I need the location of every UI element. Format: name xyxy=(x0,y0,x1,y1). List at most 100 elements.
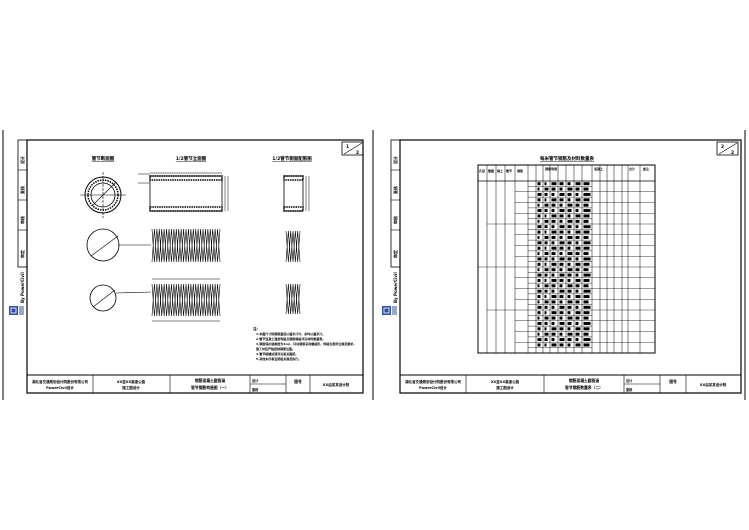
table-cell-value xyxy=(544,198,547,202)
table-cell-value xyxy=(559,316,563,320)
note-line: 4.管节接缝处理详见相关图纸。 xyxy=(256,351,298,356)
table-cell-value xyxy=(551,219,556,223)
table-cell-value xyxy=(583,268,589,272)
table-cell-value xyxy=(551,246,557,250)
sidebar-label: 审定 xyxy=(392,250,398,258)
company-sub: PowerCivil设计 xyxy=(419,385,447,390)
table-cell-value xyxy=(537,225,542,229)
table-cell-value xyxy=(551,311,557,315)
table-cell-value xyxy=(537,268,540,272)
figure-no: XX由某某设计院 xyxy=(323,382,350,387)
table-cell-value xyxy=(583,187,589,191)
table-cell-value xyxy=(537,182,541,186)
table-cell-value xyxy=(575,241,579,245)
table-cell-value xyxy=(559,273,565,277)
sidebar-label: 审核 xyxy=(19,216,25,224)
table-cell-value xyxy=(567,268,573,272)
table-cell-value xyxy=(559,305,565,309)
table-cell-value xyxy=(567,284,573,288)
spiral-path xyxy=(285,230,301,263)
table-cell-value xyxy=(544,209,548,213)
table-cell-value xyxy=(583,209,591,213)
table-title: 每米管节钢筋及材料数量表 xyxy=(540,155,594,162)
table-header: 混凝土 xyxy=(594,166,603,171)
table-cell-value xyxy=(575,198,581,202)
table-cell-value xyxy=(544,300,549,304)
project-name: XX至XX高速公路 xyxy=(491,379,520,384)
table-cell-value xyxy=(551,268,556,272)
figure-no: XX由某某设计院 xyxy=(700,382,727,387)
table-cell-value xyxy=(551,203,556,207)
table-cell-value xyxy=(567,214,571,218)
spiral-rebar-elevation-1 xyxy=(151,228,221,263)
table-cell-value xyxy=(544,214,547,218)
table-cell-value xyxy=(537,203,540,207)
table-cell-value xyxy=(551,305,555,309)
table-cell-value xyxy=(559,225,565,229)
table-cell-value xyxy=(559,246,564,250)
table-cell-value xyxy=(537,305,542,309)
table-cell-value xyxy=(567,332,573,336)
table-cell-value xyxy=(544,246,547,250)
table-cell-value xyxy=(544,311,547,315)
table-cell-value xyxy=(567,192,572,196)
table-cell-value xyxy=(544,268,549,272)
notes: 注: 1.本图尺寸除钢筋直径以毫米计外，余均以厘米计。 2.管节混凝土强度等级及… xyxy=(253,326,356,361)
table-cell-value xyxy=(559,338,565,342)
table-cell-value xyxy=(551,327,557,331)
sidebar-label: 审核 xyxy=(392,216,398,224)
table-cell-value xyxy=(537,332,540,336)
drawing-subtitle: 管节钢筋数量表（二） xyxy=(565,385,603,390)
view-title-elevation: 1/2管节立面图 xyxy=(176,155,207,162)
spiral-path xyxy=(285,283,301,315)
table-cell-value xyxy=(567,321,572,325)
table-cell-value xyxy=(559,300,563,304)
table-cell-value xyxy=(567,295,571,299)
table-cell-value xyxy=(567,225,572,229)
table-cell-value xyxy=(559,327,564,331)
table-cell-value xyxy=(544,327,547,331)
table-cell-value xyxy=(575,300,580,304)
brand-text: By PowerCivil xyxy=(20,272,25,303)
table-cell-value xyxy=(575,332,580,336)
table-cell-value xyxy=(537,198,541,202)
sheet-no: 2 xyxy=(721,144,724,150)
table-cell-value xyxy=(544,321,548,325)
table-cell-value xyxy=(544,235,549,239)
table-cell-value xyxy=(567,252,573,256)
view-title-side: 1/2管节侧面配筋图 xyxy=(272,155,312,162)
pipe-section-drawing xyxy=(80,172,126,218)
table-cell-value xyxy=(559,219,563,223)
table-cell-value xyxy=(583,214,590,218)
table-cell-value xyxy=(559,257,565,261)
table-cell-value xyxy=(575,192,579,196)
table-cell-value xyxy=(559,262,564,266)
table-cell-value xyxy=(537,257,542,261)
table-cell-value xyxy=(559,230,564,234)
table-cell-value xyxy=(551,182,557,186)
table-cell-value xyxy=(551,192,555,196)
sheet-2: 设计 复核 审核 审定 By PowerCivil 2 2 每米管节钢筋及材料数… xyxy=(382,139,742,394)
table-cell-value xyxy=(575,187,580,191)
table-header: 钢筋明细 xyxy=(545,166,557,171)
table-cell-value xyxy=(559,332,563,336)
sidebar-label: 复核 xyxy=(19,186,25,195)
table-cell-value xyxy=(551,252,556,256)
table-cell-value xyxy=(537,209,542,213)
table-cell-value xyxy=(559,252,563,256)
notes-label: 注: xyxy=(253,326,259,331)
brand-text: By PowerCivil xyxy=(393,272,398,303)
table-cell-value xyxy=(575,316,580,320)
company-name: 湖北省交通规划设计院股份有限公司 xyxy=(32,379,88,384)
table-cell-value xyxy=(551,187,556,191)
view-title-section: 管节断面图 xyxy=(92,155,115,162)
side-view-drawing xyxy=(283,175,310,212)
table-cell-value xyxy=(583,343,590,347)
company-sub: PowerCivil设计 xyxy=(46,385,74,390)
spiral-path xyxy=(151,283,221,317)
table-cell-value xyxy=(575,295,581,299)
table-cell-value xyxy=(575,235,580,239)
table-cell-value xyxy=(575,273,579,277)
table-cell-value xyxy=(544,225,548,229)
sidebar-label: 设计 xyxy=(19,156,25,164)
